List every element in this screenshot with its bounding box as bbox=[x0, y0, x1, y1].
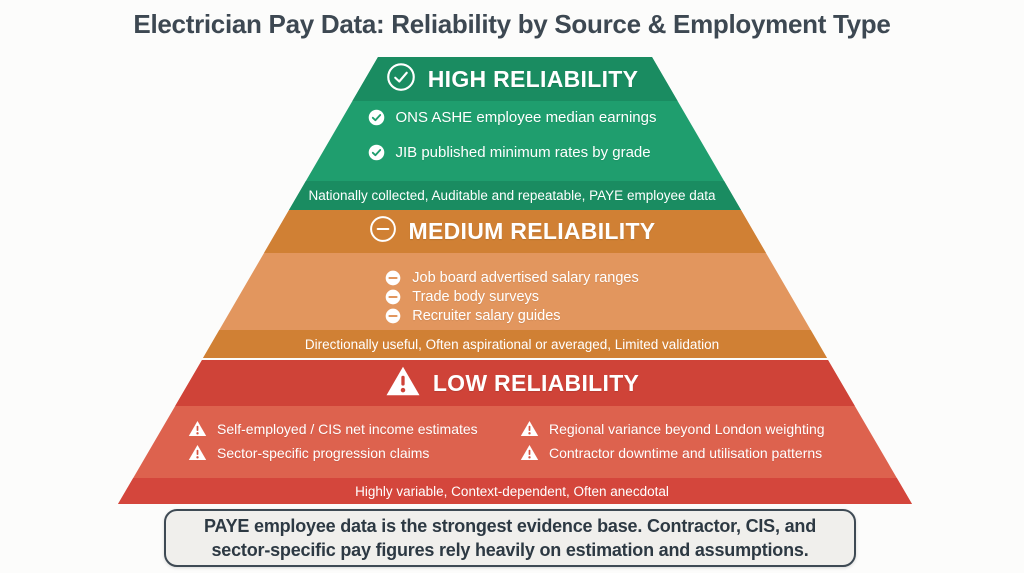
tier-high-reliability: HIGH RELIABILITY ONS ASHE employee media… bbox=[289, 57, 741, 210]
footer-note-line-1: PAYE employee data is the strongest evid… bbox=[203, 515, 816, 536]
list-item: Sector-specific progression claims bbox=[188, 442, 478, 463]
tier-high-caption: Nationally collected, Auditable and repe… bbox=[308, 188, 716, 203]
list-item: Regional variance beyond London weightin… bbox=[520, 418, 825, 439]
minus-circle-icon bbox=[369, 215, 397, 248]
list-item-label: Sector-specific progression claims bbox=[217, 444, 430, 461]
list-item-label: Recruiter salary guides bbox=[412, 307, 561, 324]
page-title: Electrician Pay Data: Reliability by Sou… bbox=[133, 9, 891, 39]
list-item-label: Self-employed / CIS net income estimates bbox=[217, 420, 478, 437]
tier-medium-label: MEDIUM RELIABILITY bbox=[408, 218, 656, 244]
list-item: ONS ASHE employee median earnings bbox=[368, 107, 657, 127]
list-item: Trade body surveys bbox=[385, 287, 539, 306]
list-item: Contractor downtime and utilisation patt… bbox=[520, 442, 825, 463]
tier-low-caption-band: Highly variable, Context-dependent, Ofte… bbox=[118, 478, 912, 504]
warning-icon bbox=[188, 420, 207, 437]
minus-icon bbox=[385, 289, 401, 305]
tier-medium-caption-band: Directionally useful, Often aspirational… bbox=[203, 330, 827, 358]
tier-high-header: HIGH RELIABILITY bbox=[289, 57, 741, 101]
list-item: Recruiter salary guides bbox=[385, 306, 561, 325]
footer-note-box: PAYE employee data is the strongest evid… bbox=[164, 509, 856, 567]
check-circle-icon bbox=[386, 62, 416, 97]
list-item: Job board advertised salary ranges bbox=[385, 268, 639, 287]
check-icon bbox=[368, 144, 385, 161]
list-item: Self-employed / CIS net income estimates bbox=[188, 418, 478, 439]
list-item-label: Contractor downtime and utilisation patt… bbox=[549, 444, 823, 461]
list-item: JIB published minimum rates by grade bbox=[368, 142, 651, 162]
warning-icon bbox=[520, 444, 539, 461]
tier-low-reliability: LOW RELIABILITY Self-employed / CIS net … bbox=[118, 360, 912, 504]
minus-icon bbox=[385, 308, 401, 324]
tier-high-items: ONS ASHE employee median earnings JIB pu… bbox=[289, 101, 741, 162]
tier-low-header: LOW RELIABILITY bbox=[118, 360, 912, 406]
list-item-label: Regional variance beyond London weightin… bbox=[549, 420, 825, 437]
list-item-label: Job board advertised salary ranges bbox=[412, 269, 639, 286]
list-item-label: Trade body surveys bbox=[412, 288, 540, 305]
check-icon bbox=[368, 109, 385, 126]
tier-low-items-left: Self-employed / CIS net income estimates… bbox=[188, 418, 478, 463]
tier-high-caption-band: Nationally collected, Auditable and repe… bbox=[289, 181, 741, 210]
list-item-label: JIB published minimum rates by grade bbox=[395, 143, 651, 161]
tier-low-caption: Highly variable, Context-dependent, Ofte… bbox=[355, 483, 669, 499]
minus-icon bbox=[385, 270, 401, 286]
warning-triangle-icon bbox=[385, 365, 421, 402]
tier-medium-header: MEDIUM RELIABILITY bbox=[203, 210, 827, 253]
warning-icon bbox=[188, 444, 207, 461]
warning-icon bbox=[520, 420, 539, 437]
tier-high-label: HIGH RELIABILITY bbox=[427, 65, 639, 92]
tier-low-items-right: Regional variance beyond London weightin… bbox=[520, 418, 825, 463]
tier-medium-reliability: MEDIUM RELIABILITY Job board advertised … bbox=[203, 210, 827, 358]
footer-note-line-2: sector-specific pay figures rely heavily… bbox=[211, 540, 809, 560]
tier-medium-items: Job board advertised salary ranges Trade… bbox=[203, 253, 827, 325]
tier-medium-caption: Directionally useful, Often aspirational… bbox=[304, 336, 720, 352]
list-item-label: ONS ASHE employee median earnings bbox=[395, 108, 657, 126]
tier-low-label: LOW RELIABILITY bbox=[432, 369, 640, 396]
